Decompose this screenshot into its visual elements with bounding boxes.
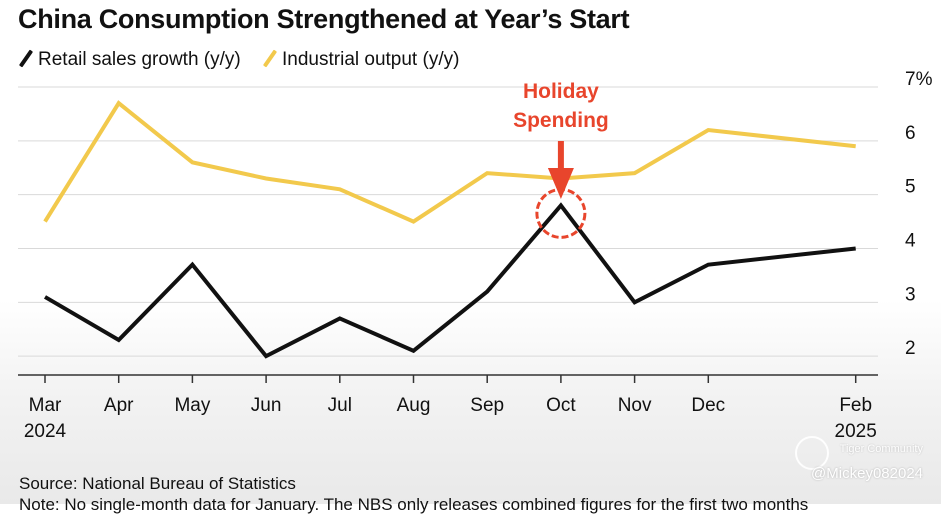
series-line-industrial (43, 100, 856, 224)
y-tick-label: 3 (905, 284, 916, 305)
chart-title: China Consumption Strengthened at Year’s… (18, 4, 630, 34)
y-tick-label: 4 (905, 230, 916, 251)
x-tick-sublabel: 2024 (24, 421, 67, 442)
watermark-community: Tiger Community (839, 443, 923, 455)
y-tick-label: 5 (905, 177, 916, 198)
legend-label-retail: Retail sales growth (y/y) (38, 49, 241, 70)
x-tick-label: Sep (470, 395, 504, 416)
y-tick-label: 7% (905, 69, 933, 90)
x-tick-label: May (174, 395, 210, 416)
watermark-user: @Mickey082024 (811, 465, 923, 482)
line-chart: 2 3 4 5 6 7% Mar 2024 Apr May Jun Jul Aug Sep Oct Nov De… (18, 69, 933, 442)
x-tick-label: Nov (618, 395, 652, 416)
x-tick-label: Mar (29, 395, 62, 416)
x-tick-sublabel: 2025 (835, 421, 877, 442)
legend: Retail sales growth (y/y) Industrial out… (18, 49, 477, 75)
x-tick-label: Jul (328, 395, 352, 416)
page-background (0, 0, 941, 504)
annotation-label-line1: Holiday (523, 80, 599, 103)
tiger-logo-icon (795, 436, 829, 470)
x-tick-label: Dec (691, 395, 725, 416)
x-tick-label: Jun (251, 395, 282, 416)
footnote: Note: No single-month data for January. … (19, 495, 809, 514)
watermark: Tiger Community @Mickey082024 (811, 443, 923, 482)
legend-label-industrial: Industrial output (y/y) (282, 49, 460, 70)
source-note: Source: National Bureau of Statistics (19, 474, 296, 493)
annotation-arrow-head (547, 168, 574, 199)
x-tick-label: Aug (397, 395, 431, 416)
y-tick-label: 2 (905, 338, 916, 359)
x-tick-label: Feb (839, 395, 872, 416)
x-tick-label: Oct (546, 395, 576, 416)
y-tick-label: 6 (905, 123, 916, 144)
x-tick-label: Apr (104, 395, 134, 416)
annotation-label-line2: Spending (513, 109, 609, 132)
series-line-retail (43, 202, 856, 359)
legend-item-industrial: Industrial output (y/y) (262, 49, 460, 71)
legend-item-retail: Retail sales growth (y/y) (18, 49, 241, 71)
